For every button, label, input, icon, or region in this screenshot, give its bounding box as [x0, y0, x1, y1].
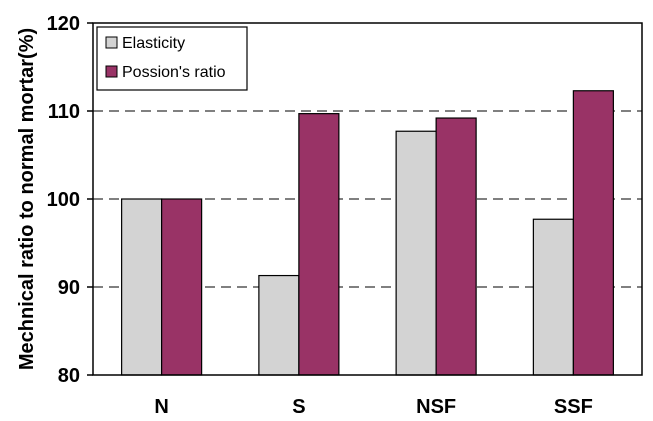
y-tick-label: 100	[47, 189, 80, 211]
x-category-label: SSF	[554, 396, 593, 418]
axes	[87, 22, 93, 376]
y-tick-label: 90	[58, 277, 80, 299]
bar-ssf-elasticity	[532, 218, 574, 376]
legend: Elasticity Possion's ratio	[96, 26, 248, 91]
bar-nsf-elasticity	[395, 130, 437, 376]
bar-ssf-possions-ratio	[572, 90, 614, 376]
y-tick-label: 80	[58, 365, 80, 387]
bar-nsf-possions-ratio	[435, 117, 477, 376]
legend-swatch	[105, 36, 118, 49]
x-category-label: S	[292, 396, 305, 418]
bar-n-elasticity	[121, 198, 163, 376]
bar-s-possions-ratio	[298, 113, 340, 376]
legend-label: Possion's ratio	[122, 64, 226, 81]
y-tick-label: 110	[48, 101, 80, 123]
legend-label: Elasticity	[122, 35, 185, 52]
y-tick-label: 120	[47, 13, 80, 35]
x-category-label: N	[154, 396, 168, 418]
x-category-labels: N S NSF SSF	[154, 396, 592, 418]
y-axis-label: Mechnical ratio to normal mortar(%)	[16, 28, 38, 370]
legend-swatch	[105, 65, 118, 78]
legend-box	[96, 26, 248, 91]
bar-s-elasticity	[258, 274, 300, 376]
y-tick-labels: 80 90 100 110 120	[47, 13, 80, 387]
bars	[121, 90, 614, 376]
x-category-label: NSF	[416, 396, 456, 418]
bar-n-possions-ratio	[161, 198, 203, 376]
